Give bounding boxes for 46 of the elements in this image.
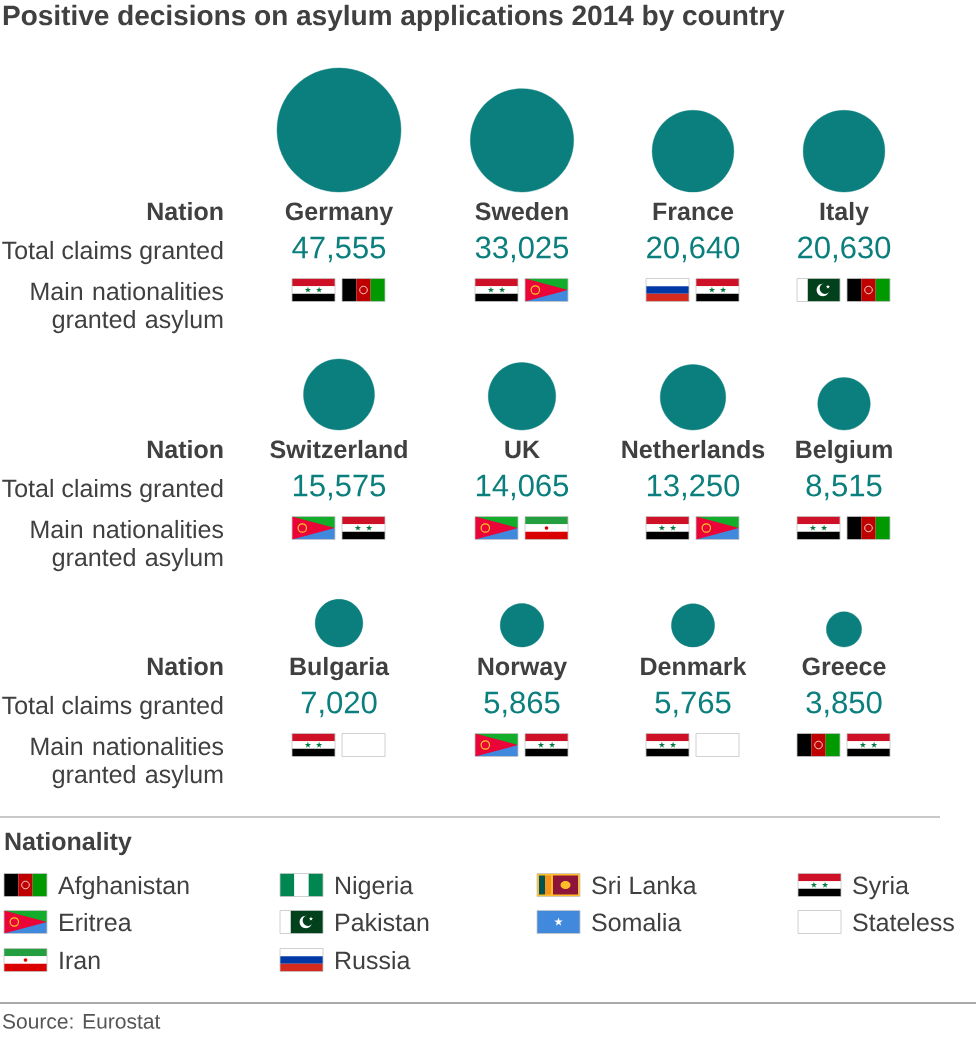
text: Main nationalities granted asylum [31, 736, 224, 789]
data-label: 5,865 [484, 691, 560, 718]
category-label: France [653, 202, 734, 221]
category-label: Denmark [641, 656, 747, 676]
data-label: 7,020 [301, 691, 377, 718]
text: Somalia [592, 912, 682, 932]
text: Afghanistan [58, 875, 189, 900]
data-label: 20,640 [647, 236, 740, 263]
category-label: Germany [285, 202, 394, 226]
text: Nation [147, 656, 223, 676]
category-label: Norway [478, 657, 568, 681]
text: Sri Lanka [592, 875, 697, 895]
text: Positive decisions on asylum applications 2014 by country [3, 4, 785, 31]
category-label: Netherlands [622, 439, 765, 459]
category-label: Bulgaria [290, 656, 390, 681]
text: Total claims granted [2, 240, 223, 265]
data-label: 47,555 [292, 236, 386, 263]
data-label: 15,575 [293, 474, 386, 501]
text: Syria [853, 875, 909, 900]
category-label: Italy [820, 201, 869, 226]
text: Eritrea [60, 912, 132, 932]
text: Stateless [853, 912, 954, 932]
category-label: Belgium [796, 439, 892, 464]
text: Iran [60, 951, 100, 970]
data-label: 14,065 [476, 474, 569, 501]
category-label: UK [505, 440, 540, 459]
text: Total claims granted [2, 695, 223, 720]
data-label: 33,025 [475, 236, 569, 263]
category-label: Greece [802, 657, 886, 676]
data-label: 20,630 [798, 236, 891, 263]
text: Main nationalities granted asylum [31, 519, 224, 572]
data-label: 13,250 [647, 474, 740, 501]
text: Nation [147, 201, 223, 221]
text: Nation [147, 439, 223, 459]
data-label: 5,765 [655, 691, 731, 718]
category-label: Switzerland [270, 439, 407, 459]
data-label: 8,515 [806, 474, 882, 501]
data-label: 3,850 [806, 691, 882, 718]
text: Nigeria [336, 875, 414, 900]
text: Pakistan [336, 912, 429, 932]
source-note: Source: Eurostat [2, 1013, 161, 1029]
category-label: Sweden [475, 201, 568, 221]
text: Main nationalities granted asylum [31, 281, 224, 334]
text: Russia [336, 950, 411, 970]
legend-title: Nationality [5, 831, 132, 856]
text: Total claims granted [2, 478, 223, 503]
